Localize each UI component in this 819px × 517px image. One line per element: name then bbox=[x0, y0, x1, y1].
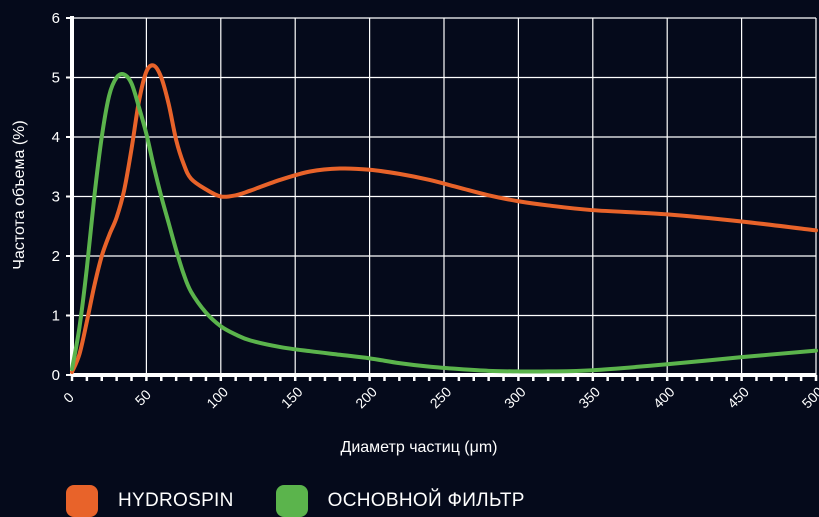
legend-swatch-main-filter bbox=[275, 485, 308, 517]
x-tick-label-250: 250 bbox=[427, 383, 455, 411]
x-tick-label-350: 350 bbox=[575, 383, 603, 411]
x-tick-label-500: 500 bbox=[799, 383, 819, 411]
series-line-main-filter bbox=[70, 72, 818, 374]
legend-swatch-hydrospin bbox=[66, 485, 98, 517]
y-tick-label-2: 2 bbox=[52, 248, 60, 265]
x-tick-label-100: 100 bbox=[203, 383, 231, 411]
x-tick-label-0: 0 bbox=[60, 389, 77, 406]
legend-item-hydrospin: HYDROSPIN bbox=[66, 485, 234, 517]
axes bbox=[66, 16, 818, 381]
x-tick-label-450: 450 bbox=[724, 383, 752, 411]
legend: HYDROSPIN ОСНОВНОЙ ФИЛЬТР bbox=[66, 485, 567, 517]
series-line-hydrospin bbox=[70, 63, 818, 375]
y-tick-label-4: 4 bbox=[52, 129, 60, 146]
series-layer bbox=[70, 63, 818, 375]
grid bbox=[72, 17, 817, 375]
x-tick-label-200: 200 bbox=[352, 383, 380, 411]
legend-label-hydrospin: HYDROSPIN bbox=[118, 490, 234, 511]
legend-label-main-filter: ОСНОВНОЙ ФИЛЬТР bbox=[327, 490, 525, 511]
y-tick-label-1: 1 bbox=[52, 308, 60, 325]
y-tick-label-3: 3 bbox=[52, 189, 60, 206]
x-tick-label-50: 50 bbox=[132, 386, 154, 408]
y-axis-label: Частота объема (%) bbox=[11, 120, 28, 269]
x-tick-label-150: 150 bbox=[278, 383, 306, 411]
legend-item-main-filter: ОСНОВНОЙ ФИЛЬТР bbox=[275, 485, 525, 517]
y-tick-label-6: 6 bbox=[52, 10, 60, 27]
x-tick-label-300: 300 bbox=[501, 383, 529, 411]
y-tick-label-0: 0 bbox=[52, 367, 60, 384]
x-axis-label: Диаметр частиц (μm) bbox=[340, 439, 497, 456]
y-tick-label-5: 5 bbox=[52, 70, 60, 87]
x-tick-label-400: 400 bbox=[650, 383, 678, 411]
